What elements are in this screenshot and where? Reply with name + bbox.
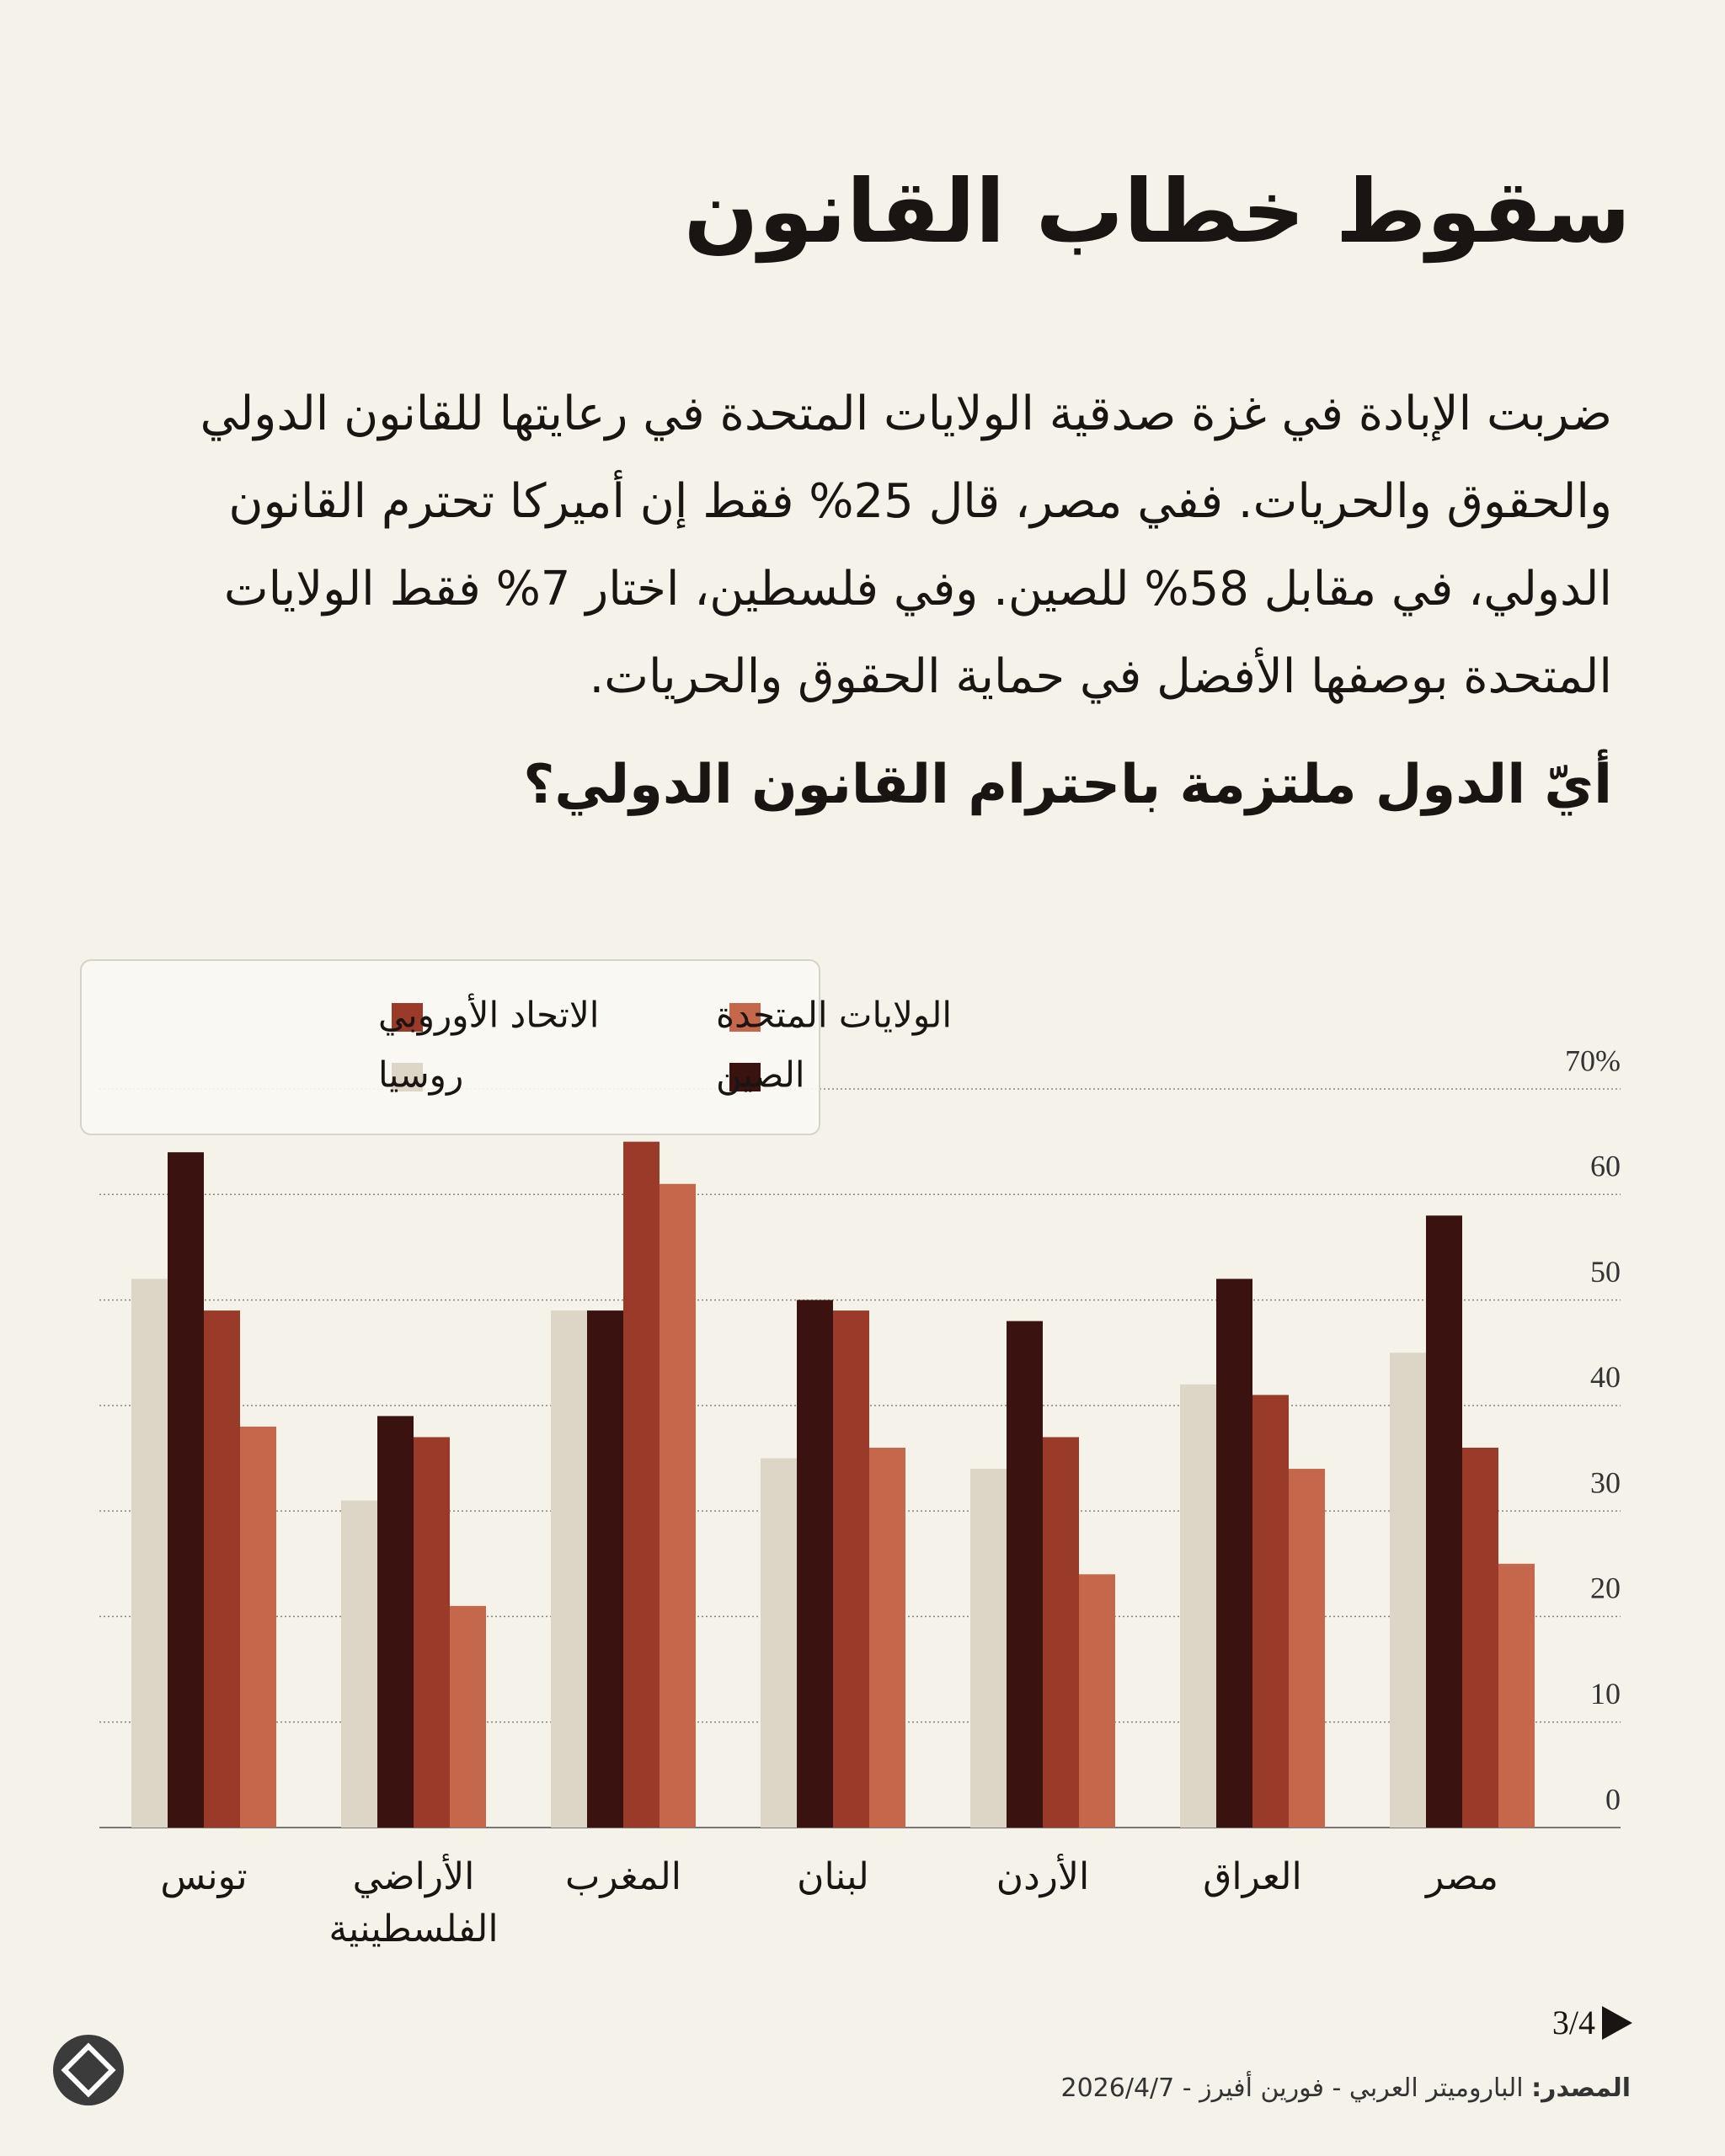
- bar: [450, 1605, 486, 1828]
- bar: [761, 1458, 797, 1828]
- bar: [131, 1278, 168, 1828]
- legend-box: [80, 959, 820, 1135]
- bar: [1462, 1447, 1498, 1828]
- bar: [240, 1426, 276, 1828]
- bar: [204, 1310, 240, 1828]
- x-tick-label: الأراضي الفلسطينية: [328, 1855, 499, 1951]
- legend-label: الولايات المتحدة: [716, 995, 952, 1036]
- y-tick-label: 60: [1590, 1150, 1621, 1183]
- legend-swatch: [392, 1063, 423, 1091]
- x-tick-label: تونس: [160, 1855, 248, 1898]
- y-tick-label: 70%: [1565, 1043, 1621, 1077]
- description: ضربت الإبادة في غزة صدقية الولايات المتح…: [200, 387, 1612, 704]
- legend-label: الصين: [716, 1054, 805, 1096]
- bar: [1252, 1395, 1289, 1828]
- logo: [53, 2035, 124, 2105]
- logo-mark: [61, 2042, 116, 2098]
- bar: [970, 1469, 1007, 1828]
- x-tick-label: المغرب: [565, 1855, 681, 1898]
- subtitle: أيّ الدول ملتزمة باحترام القانون الدولي؟: [523, 754, 1612, 816]
- bar: [1043, 1437, 1079, 1828]
- legend-swatch: [729, 1063, 761, 1091]
- bar: [869, 1447, 905, 1828]
- bar: [377, 1416, 414, 1828]
- x-tick-label: العراق: [1203, 1855, 1302, 1898]
- y-tick-label: 40: [1590, 1360, 1621, 1394]
- y-tick-label: 20: [1590, 1572, 1621, 1605]
- x-tick-label: مصر: [1425, 1855, 1498, 1898]
- bar: [341, 1500, 377, 1828]
- bar: [797, 1299, 833, 1828]
- bar: [1426, 1215, 1462, 1828]
- legend-label: الاتحاد الأوروبي: [378, 993, 599, 1037]
- bar: [1498, 1563, 1535, 1828]
- bar: [414, 1437, 450, 1828]
- page-number: 3/4: [1551, 2004, 1595, 2041]
- bar: [1007, 1321, 1043, 1828]
- bar: [168, 1152, 204, 1828]
- y-tick-label: 0: [1605, 1782, 1621, 1816]
- page-nav[interactable]: 3/4: [1552, 2003, 1632, 2042]
- legend-label: روسيا: [378, 1054, 463, 1096]
- bar: [1079, 1574, 1115, 1828]
- bar: [587, 1310, 623, 1828]
- next-arrow[interactable]: [1602, 2005, 1632, 2040]
- bar: [623, 1141, 660, 1828]
- y-tick-label: 10: [1590, 1677, 1621, 1710]
- legend-swatch: [729, 1003, 761, 1032]
- source-text: الباروميتر العربي - فورين أفيرز - 2026/4…: [1060, 2073, 1524, 2103]
- bar: [1216, 1278, 1252, 1828]
- y-tick-label: 50: [1590, 1255, 1621, 1289]
- legend-swatch: [392, 1003, 423, 1032]
- bar: [833, 1310, 869, 1828]
- bar: [1289, 1469, 1325, 1828]
- y-tick-label: 30: [1590, 1465, 1621, 1499]
- x-tick-label: الأردن: [996, 1855, 1090, 1898]
- source-label: المصدر:: [1531, 2073, 1631, 2103]
- bar: [1180, 1384, 1216, 1828]
- bar: [660, 1183, 696, 1828]
- title: سقوط خطاب القانون: [683, 160, 1631, 263]
- bar: [1390, 1353, 1426, 1828]
- source: المصدر: الباروميتر العربي - فورين أفيرز …: [1061, 2073, 1632, 2103]
- bar: [551, 1310, 587, 1828]
- x-tick-label: لبنان: [797, 1855, 869, 1898]
